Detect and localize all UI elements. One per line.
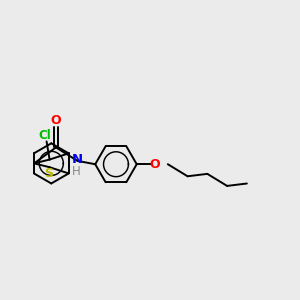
- Text: S: S: [44, 167, 53, 180]
- Text: Cl: Cl: [38, 129, 51, 142]
- Text: O: O: [150, 158, 160, 171]
- Text: N: N: [72, 153, 83, 167]
- Text: O: O: [51, 114, 61, 127]
- Text: H: H: [71, 165, 80, 178]
